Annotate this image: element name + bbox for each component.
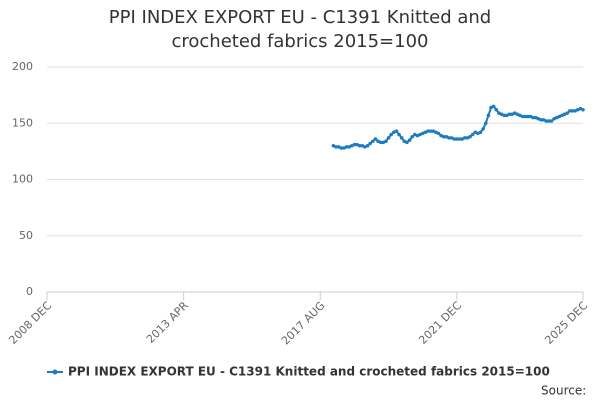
data-point xyxy=(462,136,467,140)
data-point xyxy=(549,119,554,123)
data-point xyxy=(547,119,551,123)
data-point xyxy=(410,134,415,139)
data-point xyxy=(523,114,527,119)
data-point xyxy=(502,113,506,118)
data-point xyxy=(570,109,575,113)
data-point xyxy=(352,142,357,147)
data-point xyxy=(384,139,388,144)
data-point xyxy=(478,130,483,135)
data-point xyxy=(457,137,462,141)
x-tick-label: 2008 DEC xyxy=(6,299,54,347)
data-point xyxy=(386,136,391,140)
data-point xyxy=(426,129,430,133)
data-point xyxy=(371,139,375,144)
legend-label: PPI INDEX EXPORT EU - C1391 Knitted and … xyxy=(68,365,550,379)
data-point xyxy=(373,137,378,141)
legend-marker xyxy=(52,369,58,375)
y-tick-label: 100 xyxy=(12,173,33,186)
y-tick-label: 200 xyxy=(12,60,33,73)
data-point xyxy=(481,127,485,131)
data-point xyxy=(468,134,472,139)
data-point xyxy=(531,115,535,120)
data-point xyxy=(494,107,499,112)
data-point xyxy=(357,143,362,148)
y-tick-label: 0 xyxy=(26,285,33,298)
data-point xyxy=(455,137,459,141)
data-point xyxy=(407,138,412,142)
data-point xyxy=(470,132,475,137)
y-tick-label: 50 xyxy=(19,229,33,242)
data-point xyxy=(399,136,404,140)
data-point xyxy=(368,141,372,146)
data-point xyxy=(339,146,344,150)
data-point xyxy=(507,112,512,117)
data-point xyxy=(405,140,409,145)
x-tick-label: 2017 AUG xyxy=(279,299,328,348)
data-point xyxy=(378,140,383,145)
data-point xyxy=(483,121,488,126)
x-tick-label: 2021 DEC xyxy=(416,299,464,347)
data-point xyxy=(491,104,496,109)
data-point xyxy=(344,145,349,149)
data-point xyxy=(452,137,457,141)
data-point xyxy=(486,113,491,118)
data-point xyxy=(526,114,530,119)
x-tick-label: 2025 DEC xyxy=(542,299,590,347)
data-point xyxy=(441,134,446,139)
data-point xyxy=(428,129,433,133)
data-point xyxy=(544,119,549,123)
y-tick-label: 150 xyxy=(12,116,33,129)
series-line xyxy=(332,105,584,149)
source-label: Source: xyxy=(541,384,586,398)
data-point xyxy=(447,136,451,140)
data-point xyxy=(397,132,401,137)
x-tick-label: 2013 APR xyxy=(144,299,191,346)
chart-title: PPI INDEX EXPORT EU - C1391 Knitted and … xyxy=(108,7,492,52)
data-point xyxy=(520,114,525,119)
data-point xyxy=(334,145,338,149)
data-point xyxy=(389,132,393,137)
data-point xyxy=(539,118,543,122)
data-point xyxy=(394,129,399,133)
data-point xyxy=(565,111,570,115)
data-point xyxy=(365,143,370,148)
data-point xyxy=(568,109,572,113)
data-point xyxy=(436,131,441,136)
data-point xyxy=(581,107,585,112)
